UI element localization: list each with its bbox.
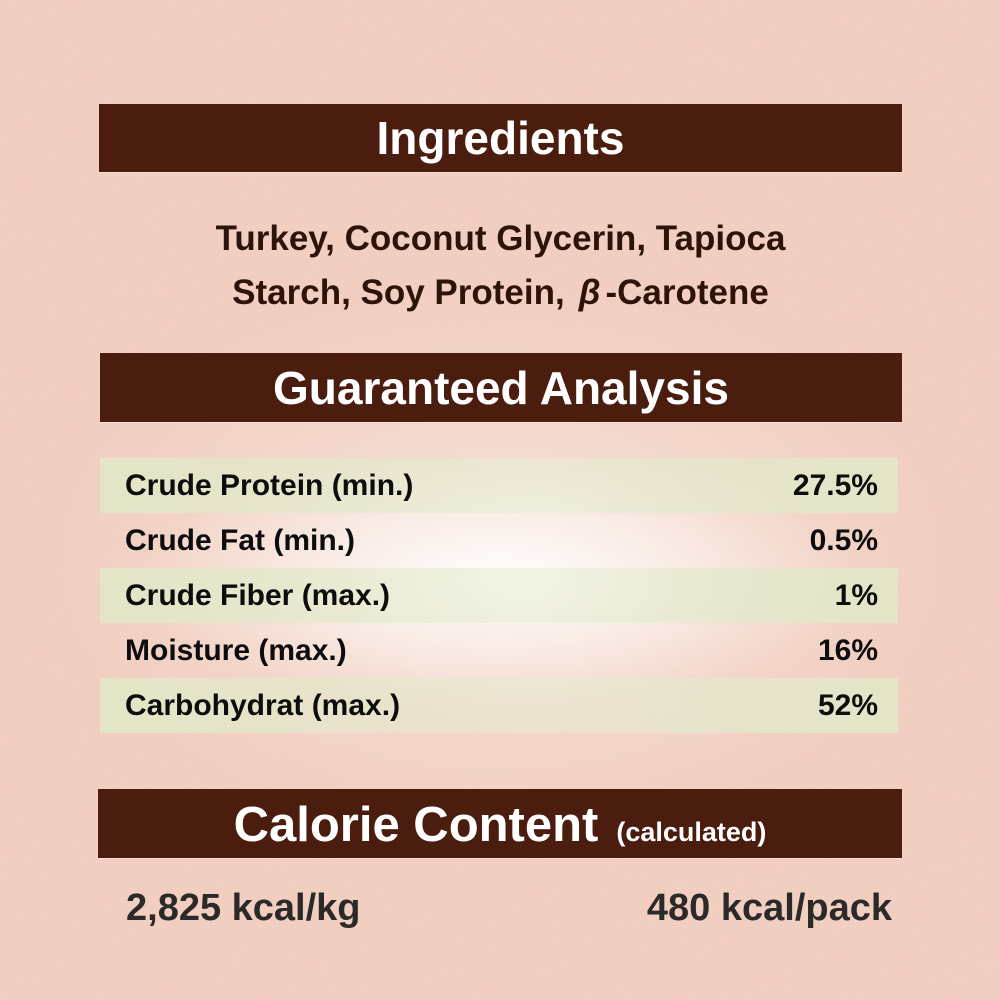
guaranteed-analysis-title: Guaranteed Analysis (273, 361, 729, 414)
ingredients-header-bar: Ingredients (99, 104, 902, 172)
row-value: 1% (834, 578, 878, 612)
ingredients-line2-carotene: -Carotene (605, 273, 769, 312)
table-row-crude-fat: Crude Fat (min.) 0.5% (100, 513, 898, 568)
ingredients-line-1: Turkey, Coconut Glycerin, Tapioca (215, 219, 786, 258)
calories-per-pack: 480 kcal/pack (646, 886, 892, 929)
guaranteed-analysis-header-bar: Guaranteed Analysis (100, 353, 902, 422)
calorie-values-row: 2,825 kcal/kg 480 kcal/pack (99, 884, 902, 932)
row-label: Moisture (max.) (125, 633, 347, 667)
ingredients-line2-text: Starch, Soy Protein, (232, 273, 565, 312)
table-row-crude-protein: Crude Protein (min.) 27.5% (100, 458, 898, 513)
beta-symbol: β (578, 273, 601, 312)
table-row-moisture: Moisture (max.) 16% (100, 623, 898, 678)
calorie-content-header-bar: Calorie Content (calculated) (98, 789, 902, 858)
ingredients-title: Ingredients (376, 112, 625, 164)
row-label: Crude Protein (min.) (125, 468, 414, 502)
table-row-carbohydrat: Carbohydrat (max.) 52% (100, 678, 898, 733)
row-label: Crude Fat (min.) (125, 523, 355, 557)
table-row-crude-fiber: Crude Fiber (max.) 1% (100, 568, 898, 623)
row-label: Carbohydrat (max.) (125, 688, 401, 722)
row-value: 27.5% (792, 468, 878, 502)
calories-per-kg: 2,825 kcal/kg (126, 886, 361, 929)
guaranteed-analysis-table: Crude Protein (min.) 27.5% Crude Fat (mi… (100, 458, 898, 733)
row-label: Crude Fiber (max.) (125, 578, 391, 612)
row-value: 52% (817, 688, 878, 722)
row-value: 16% (817, 633, 878, 667)
ingredients-list: Turkey, Coconut Glycerin, Tapioca Starch… (99, 212, 902, 320)
calorie-content-title: Calorie Content (233, 798, 599, 852)
ingredients-line-2: Starch, Soy Protein, β -Carotene (99, 266, 902, 320)
calorie-content-subtitle: (calculated) (616, 817, 767, 847)
row-value: 0.5% (809, 523, 878, 557)
